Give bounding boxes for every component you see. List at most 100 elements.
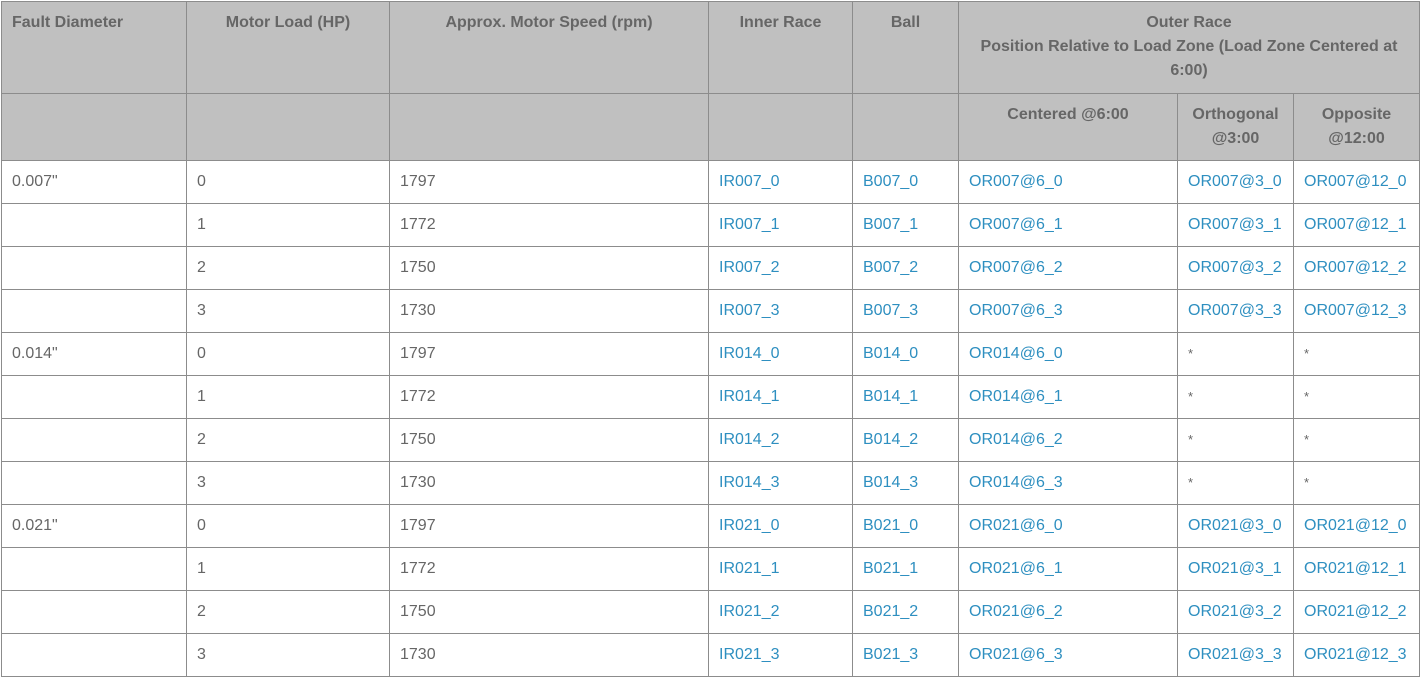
outer-race-opposite-cell: OR007@12_0 <box>1293 160 1420 204</box>
outer-race-orthogonal-cell: OR021@3_2 <box>1177 590 1294 634</box>
outer-race-centered-cell: OR007@6_1 <box>958 203 1178 247</box>
outer-race-orthogonal-link[interactable]: OR007@3_1 <box>1188 216 1282 233</box>
outer-race-opposite-link[interactable]: OR021@12_2 <box>1304 603 1407 620</box>
outer-race-centered-link[interactable]: OR007@6_2 <box>969 259 1063 276</box>
ball-link[interactable]: B014_3 <box>863 474 919 491</box>
table-row: 3 1730 IR014_3 B014_3 OR014@6_3 * * <box>1 461 1420 505</box>
outer-race-opposite-cell: OR021@12_2 <box>1293 590 1420 634</box>
inner-race-link[interactable]: IR014_0 <box>719 345 780 362</box>
outer-race-centered-link[interactable]: OR014@6_1 <box>969 388 1063 405</box>
outer-race-orthogonal-cell: OR007@3_3 <box>1177 289 1294 333</box>
ball-link[interactable]: B007_2 <box>863 259 919 276</box>
outer-race-orthogonal-link[interactable]: OR021@3_2 <box>1188 603 1282 620</box>
outer-race-centered-link[interactable]: OR021@6_2 <box>969 603 1063 620</box>
outer-race-opposite-link[interactable]: OR007@12_2 <box>1304 259 1407 276</box>
outer-race-centered-cell: OR021@6_0 <box>958 504 1178 548</box>
inner-race-link[interactable]: IR007_1 <box>719 216 780 233</box>
outer-race-orthogonal-link[interactable]: OR007@3_3 <box>1188 302 1282 319</box>
motor-load-cell: 3 <box>186 461 390 505</box>
outer-race-opposite-link[interactable]: OR021@12_3 <box>1304 646 1407 663</box>
outer-race-centered-cell: OR007@6_0 <box>958 160 1178 204</box>
outer-race-orthogonal-link[interactable]: OR007@3_0 <box>1188 173 1282 190</box>
fault-diameter-cell <box>1 375 187 419</box>
header-empty-cell <box>1 93 187 161</box>
not-available-marker: * <box>1177 461 1294 505</box>
ball-link[interactable]: B021_3 <box>863 646 919 663</box>
ball-cell: B021_1 <box>852 547 959 591</box>
ball-link[interactable]: B014_0 <box>863 345 919 362</box>
header-inner-race: Inner Race <box>708 1 853 94</box>
outer-race-opposite-link[interactable]: OR021@12_0 <box>1304 517 1407 534</box>
not-available-marker: * <box>1293 375 1420 419</box>
inner-race-link[interactable]: IR021_1 <box>719 560 780 577</box>
inner-race-link[interactable]: IR014_1 <box>719 388 780 405</box>
inner-race-link[interactable]: IR007_3 <box>719 302 780 319</box>
ball-link[interactable]: B021_1 <box>863 560 919 577</box>
outer-race-orthogonal-link[interactable]: OR021@3_0 <box>1188 517 1282 534</box>
inner-race-link[interactable]: IR014_2 <box>719 431 780 448</box>
table-row: 2 1750 IR014_2 B014_2 OR014@6_2 * * <box>1 418 1420 462</box>
ball-link[interactable]: B007_3 <box>863 302 919 319</box>
outer-race-orthogonal-link[interactable]: OR021@3_3 <box>1188 646 1282 663</box>
outer-race-centered-cell: OR014@6_3 <box>958 461 1178 505</box>
header-outer-race: Outer Race Position Relative to Load Zon… <box>958 1 1420 94</box>
ball-link[interactable]: B014_1 <box>863 388 919 405</box>
outer-race-opposite-link[interactable]: OR007@12_1 <box>1304 216 1407 233</box>
outer-race-opposite-cell: OR021@12_0 <box>1293 504 1420 548</box>
inner-race-cell: IR021_2 <box>708 590 853 634</box>
inner-race-cell: IR021_0 <box>708 504 853 548</box>
outer-race-centered-link[interactable]: OR021@6_1 <box>969 560 1063 577</box>
inner-race-link[interactable]: IR014_3 <box>719 474 780 491</box>
ball-link[interactable]: B007_1 <box>863 216 919 233</box>
outer-race-centered-link[interactable]: OR021@6_0 <box>969 517 1063 534</box>
inner-race-cell: IR014_2 <box>708 418 853 462</box>
motor-speed-cell: 1750 <box>389 418 709 462</box>
motor-load-cell: 2 <box>186 418 390 462</box>
not-available-marker: * <box>1293 461 1420 505</box>
motor-speed-cell: 1730 <box>389 461 709 505</box>
inner-race-link[interactable]: IR007_0 <box>719 173 780 190</box>
inner-race-cell: IR014_0 <box>708 332 853 376</box>
not-available-marker: * <box>1293 332 1420 376</box>
motor-speed-cell: 1772 <box>389 547 709 591</box>
ball-link[interactable]: B021_2 <box>863 603 919 620</box>
outer-race-orthogonal-link[interactable]: OR007@3_2 <box>1188 259 1282 276</box>
outer-race-opposite-link[interactable]: OR021@12_1 <box>1304 560 1407 577</box>
outer-race-centered-link[interactable]: OR014@6_2 <box>969 431 1063 448</box>
header-orthogonal: Orthogonal @3:00 <box>1177 93 1294 161</box>
inner-race-link[interactable]: IR021_0 <box>719 517 780 534</box>
inner-race-link[interactable]: IR021_2 <box>719 603 780 620</box>
ball-link[interactable]: B021_0 <box>863 517 919 534</box>
ball-cell: B014_0 <box>852 332 959 376</box>
inner-race-cell: IR021_3 <box>708 633 853 677</box>
inner-race-cell: IR007_0 <box>708 160 853 204</box>
header-fault-diameter: Fault Diameter <box>1 1 187 94</box>
outer-race-opposite-link[interactable]: OR007@12_0 <box>1304 173 1407 190</box>
motor-speed-cell: 1772 <box>389 203 709 247</box>
inner-race-link[interactable]: IR007_2 <box>719 259 780 276</box>
header-row-secondary: Centered @6:00 Orthogonal @3:00 Opposite… <box>1 93 1420 161</box>
outer-race-centered-link[interactable]: OR014@6_3 <box>969 474 1063 491</box>
outer-race-opposite-cell: OR007@12_1 <box>1293 203 1420 247</box>
outer-race-centered-link[interactable]: OR007@6_1 <box>969 216 1063 233</box>
motor-load-cell: 1 <box>186 203 390 247</box>
table-row: 3 1730 IR021_3 B021_3 OR021@6_3 OR021@3_3 OR02… <box>1 633 1420 677</box>
table-row: 0.014" 0 1797 IR014_0 B014_0 OR014@6_0 * * <box>1 332 1420 376</box>
outer-race-opposite-link[interactable]: OR007@12_3 <box>1304 302 1407 319</box>
inner-race-cell: IR007_2 <box>708 246 853 290</box>
outer-race-centered-link[interactable]: OR007@6_3 <box>969 302 1063 319</box>
outer-race-centered-link[interactable]: OR021@6_3 <box>969 646 1063 663</box>
ball-link[interactable]: B007_0 <box>863 173 919 190</box>
ball-link[interactable]: B014_2 <box>863 431 919 448</box>
outer-race-centered-cell: OR014@6_1 <box>958 375 1178 419</box>
outer-race-centered-link[interactable]: OR014@6_0 <box>969 345 1063 362</box>
outer-race-centered-link[interactable]: OR007@6_0 <box>969 173 1063 190</box>
table-row: 0.007" 0 1797 IR007_0 B007_0 OR007@6_0 OR007@3… <box>1 160 1420 204</box>
fault-diameter-cell <box>1 203 187 247</box>
ball-cell: B021_3 <box>852 633 959 677</box>
inner-race-link[interactable]: IR021_3 <box>719 646 780 663</box>
outer-race-orthogonal-link[interactable]: OR021@3_1 <box>1188 560 1282 577</box>
header-outer-race-title: Outer Race <box>1146 14 1232 31</box>
motor-load-cell: 2 <box>186 246 390 290</box>
